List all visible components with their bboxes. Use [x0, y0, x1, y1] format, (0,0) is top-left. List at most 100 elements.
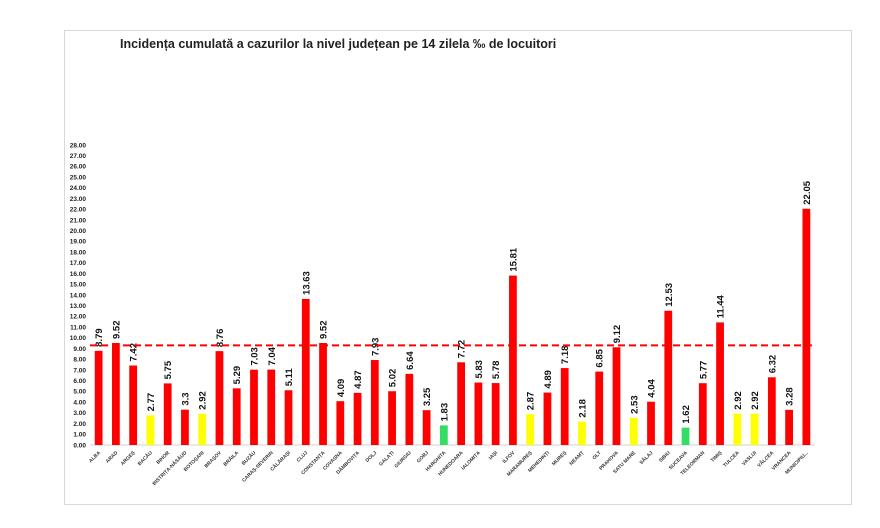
x-tick-label: GIURGIU — [393, 450, 413, 470]
bar-alba — [94, 350, 103, 445]
data-label: 7.03 — [249, 347, 260, 366]
x-tick-label: CLUJ — [296, 450, 310, 464]
y-tick-label: 26.00 — [70, 164, 87, 171]
y-tick-label: 0.00 — [73, 442, 86, 449]
bar-mure- — [560, 368, 569, 445]
bar-c-l-ra-i — [284, 390, 293, 445]
x-tick-label: BUZĂU — [240, 449, 258, 467]
x-tick-label: TIMIȘ — [710, 450, 724, 464]
bar-gorj — [422, 410, 431, 445]
x-tick-label: BACĂU — [136, 449, 154, 467]
data-label: 5.75 — [163, 360, 174, 379]
data-label: 7.93 — [370, 338, 381, 357]
x-tick-label: DOLJ — [365, 450, 379, 464]
x-tick-label: ILFOV — [502, 450, 517, 465]
y-tick-label: 8.00 — [73, 357, 86, 364]
y-tick-label: 24.00 — [70, 185, 87, 192]
y-tick-label: 1.00 — [73, 432, 86, 439]
bar-v-lcea — [767, 377, 776, 445]
bar-ialomi-a — [474, 382, 483, 445]
data-label: 9.12 — [612, 325, 623, 344]
x-tick-label: NEAMȚ — [569, 450, 586, 467]
bar-gala-i — [388, 391, 396, 445]
data-label: 5.11 — [284, 368, 295, 387]
data-label: 11.44 — [716, 294, 727, 318]
data-label: 2.77 — [146, 393, 157, 412]
bar-ilfov — [509, 275, 517, 445]
bar-giurgiu — [405, 373, 414, 445]
x-tick-label: GORJ — [416, 450, 430, 464]
data-label: 2.92 — [750, 391, 761, 410]
data-label: 2.87 — [526, 392, 537, 411]
x-tick-label: TULCEA — [722, 450, 741, 469]
y-tick-label: 21.00 — [70, 217, 87, 224]
y-tick-label: 2.00 — [73, 421, 86, 428]
y-tick-label: 10.00 — [70, 335, 87, 342]
x-tick-label: BRAȘOV — [203, 450, 223, 470]
y-tick-label: 17.00 — [70, 260, 87, 267]
data-label: 2.92 — [733, 391, 744, 410]
y-tick-label: 25.00 — [70, 174, 87, 181]
data-label: 4.04 — [647, 379, 658, 398]
bar-dolj — [370, 360, 379, 445]
data-label: 4.87 — [353, 370, 364, 389]
x-tick-label: OLT — [592, 450, 603, 461]
y-tick-label: 13.00 — [70, 303, 87, 310]
chart-title: Incidența cumulată a cazurilor la nivel … — [120, 37, 557, 51]
x-tick-label: ALBA — [88, 450, 102, 464]
x-tick-label: BRĂILA — [222, 449, 241, 468]
data-label: 4.89 — [543, 370, 554, 389]
data-label: 3.25 — [422, 387, 433, 406]
bar-mehedin-i — [543, 392, 552, 445]
data-label: 2.53 — [629, 395, 640, 414]
bar-bihor — [163, 383, 172, 445]
y-tick-label: 22.00 — [70, 207, 87, 214]
bar-bra-ov — [215, 351, 224, 445]
bar-ia-i — [491, 383, 500, 445]
y-tick-label: 16.00 — [70, 271, 87, 278]
y-tick-label: 23.00 — [70, 196, 87, 203]
bar-prahova — [612, 347, 621, 445]
bar-vaslui — [750, 413, 759, 445]
data-label: 2.92 — [198, 391, 209, 410]
bar-tulcea — [733, 413, 742, 445]
bar-timi- — [716, 322, 724, 445]
y-tick-label: 14.00 — [70, 292, 87, 299]
data-label: 9.52 — [111, 321, 122, 340]
chart-frame — [64, 30, 852, 505]
bar-maramure- — [526, 414, 535, 445]
data-label: 22.05 — [802, 180, 813, 204]
data-label: 5.78 — [491, 361, 502, 380]
bar-covasna — [336, 401, 345, 445]
bar-bistri-a-n-s-ud — [181, 409, 189, 445]
y-tick-label: 9.00 — [73, 346, 86, 353]
data-label: 2.18 — [577, 399, 588, 418]
data-label: 7.72 — [457, 340, 468, 359]
y-tick-label: 19.00 — [70, 239, 87, 246]
data-label: 5.02 — [388, 369, 399, 388]
bar-buz-u — [250, 369, 258, 445]
y-tick-label: 27.00 — [70, 153, 87, 160]
data-label: 4.09 — [336, 379, 347, 398]
data-label: 13.63 — [301, 271, 312, 295]
bar-boto-ani — [198, 413, 207, 445]
bar-s-laj — [647, 401, 655, 445]
bar-d-mbovi-a — [353, 392, 362, 445]
y-tick-label: 4.00 — [73, 399, 86, 406]
y-tick-label: 6.00 — [73, 378, 86, 385]
bar-arad — [112, 343, 120, 445]
bar-bac-u — [146, 415, 155, 445]
data-label: 8.79 — [94, 328, 105, 347]
bar-vrancea — [785, 409, 793, 445]
bar-constan-a — [319, 343, 327, 445]
data-label: 3.3 — [180, 392, 191, 405]
x-tick-label: SIBIU — [658, 450, 672, 464]
data-label: 7.42 — [129, 343, 140, 362]
y-tick-label: 5.00 — [73, 389, 86, 396]
bar-hunedoara — [457, 362, 466, 445]
bar-cara-severin — [267, 369, 276, 445]
data-label: 5.77 — [698, 361, 709, 380]
bar-cluj — [301, 298, 310, 445]
data-label: 3.28 — [785, 387, 796, 406]
